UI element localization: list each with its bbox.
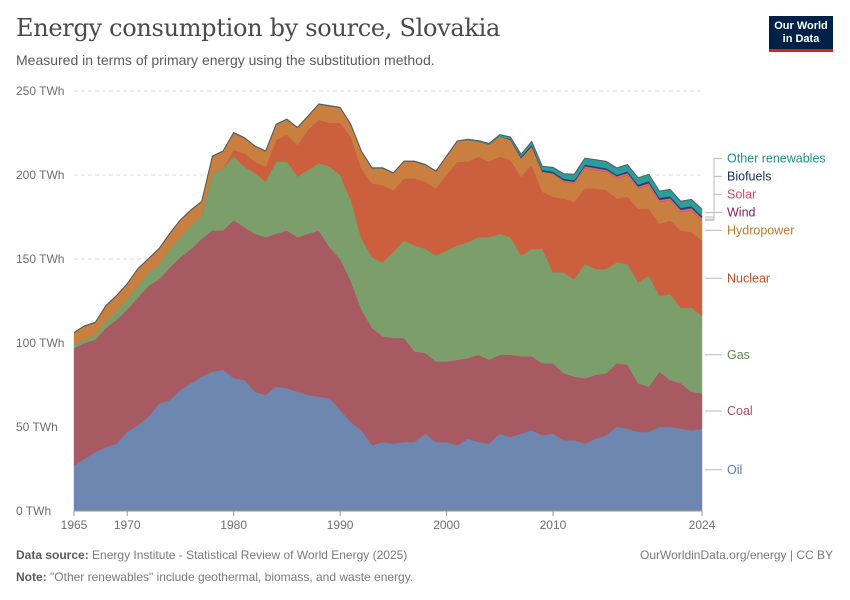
legend-label-coal[interactable]: Coal xyxy=(727,404,753,418)
owid-logo[interactable]: Our World in Data xyxy=(769,16,833,52)
note-text: "Other renewables" include geothermal, b… xyxy=(50,570,414,584)
x-tick-label: 1965 xyxy=(61,518,88,532)
credit-link[interactable]: OurWorldinData.org/energy | CC BY xyxy=(640,548,833,562)
footnote: Note: "Other renewables" include geother… xyxy=(16,570,413,584)
legend-label-biofuels[interactable]: Biofuels xyxy=(727,169,771,183)
legend-label-other-renewables[interactable]: Other renewables xyxy=(727,151,826,165)
legend-label-oil[interactable]: Oil xyxy=(727,463,742,477)
y-tick-label: 50 TWh xyxy=(16,420,58,434)
x-tick-label: 1990 xyxy=(327,518,354,532)
data-source-label: Data source: xyxy=(16,548,89,562)
x-tick-label: 2024 xyxy=(689,518,716,532)
note-label: Note: xyxy=(16,570,47,584)
x-tick-label: 1980 xyxy=(220,518,247,532)
data-source: Data source: Energy Institute - Statisti… xyxy=(16,548,407,562)
legend-label-hydropower[interactable]: Hydropower xyxy=(727,223,794,237)
legend-label-nuclear[interactable]: Nuclear xyxy=(727,271,770,285)
legend-label-gas[interactable]: Gas xyxy=(727,348,750,362)
total-outline xyxy=(73,103,703,333)
legend-label-solar[interactable]: Solar xyxy=(727,187,756,201)
x-tick-label: 1970 xyxy=(114,518,141,532)
legend-connector xyxy=(705,157,722,214)
chart-title: Energy consumption by source, Slovakia xyxy=(16,14,501,42)
y-tick-label: 100 TWh xyxy=(16,336,64,350)
y-tick-label: 150 TWh xyxy=(16,252,64,266)
logo-line-1: Our World xyxy=(774,20,828,32)
x-tick-label: 2000 xyxy=(433,518,460,532)
logo-line-2: in Data xyxy=(782,33,820,45)
x-tick-label: 2010 xyxy=(540,518,567,532)
data-source-text: Energy Institute - Statistical Review of… xyxy=(92,548,408,562)
legend-label-wind[interactable]: Wind xyxy=(727,205,756,219)
y-tick-label: 0 TWh xyxy=(16,504,51,518)
chart-subtitle: Measured in terms of primary energy usin… xyxy=(16,52,435,68)
y-tick-label: 200 TWh xyxy=(16,168,64,182)
y-tick-label: 250 TWh xyxy=(16,84,64,98)
